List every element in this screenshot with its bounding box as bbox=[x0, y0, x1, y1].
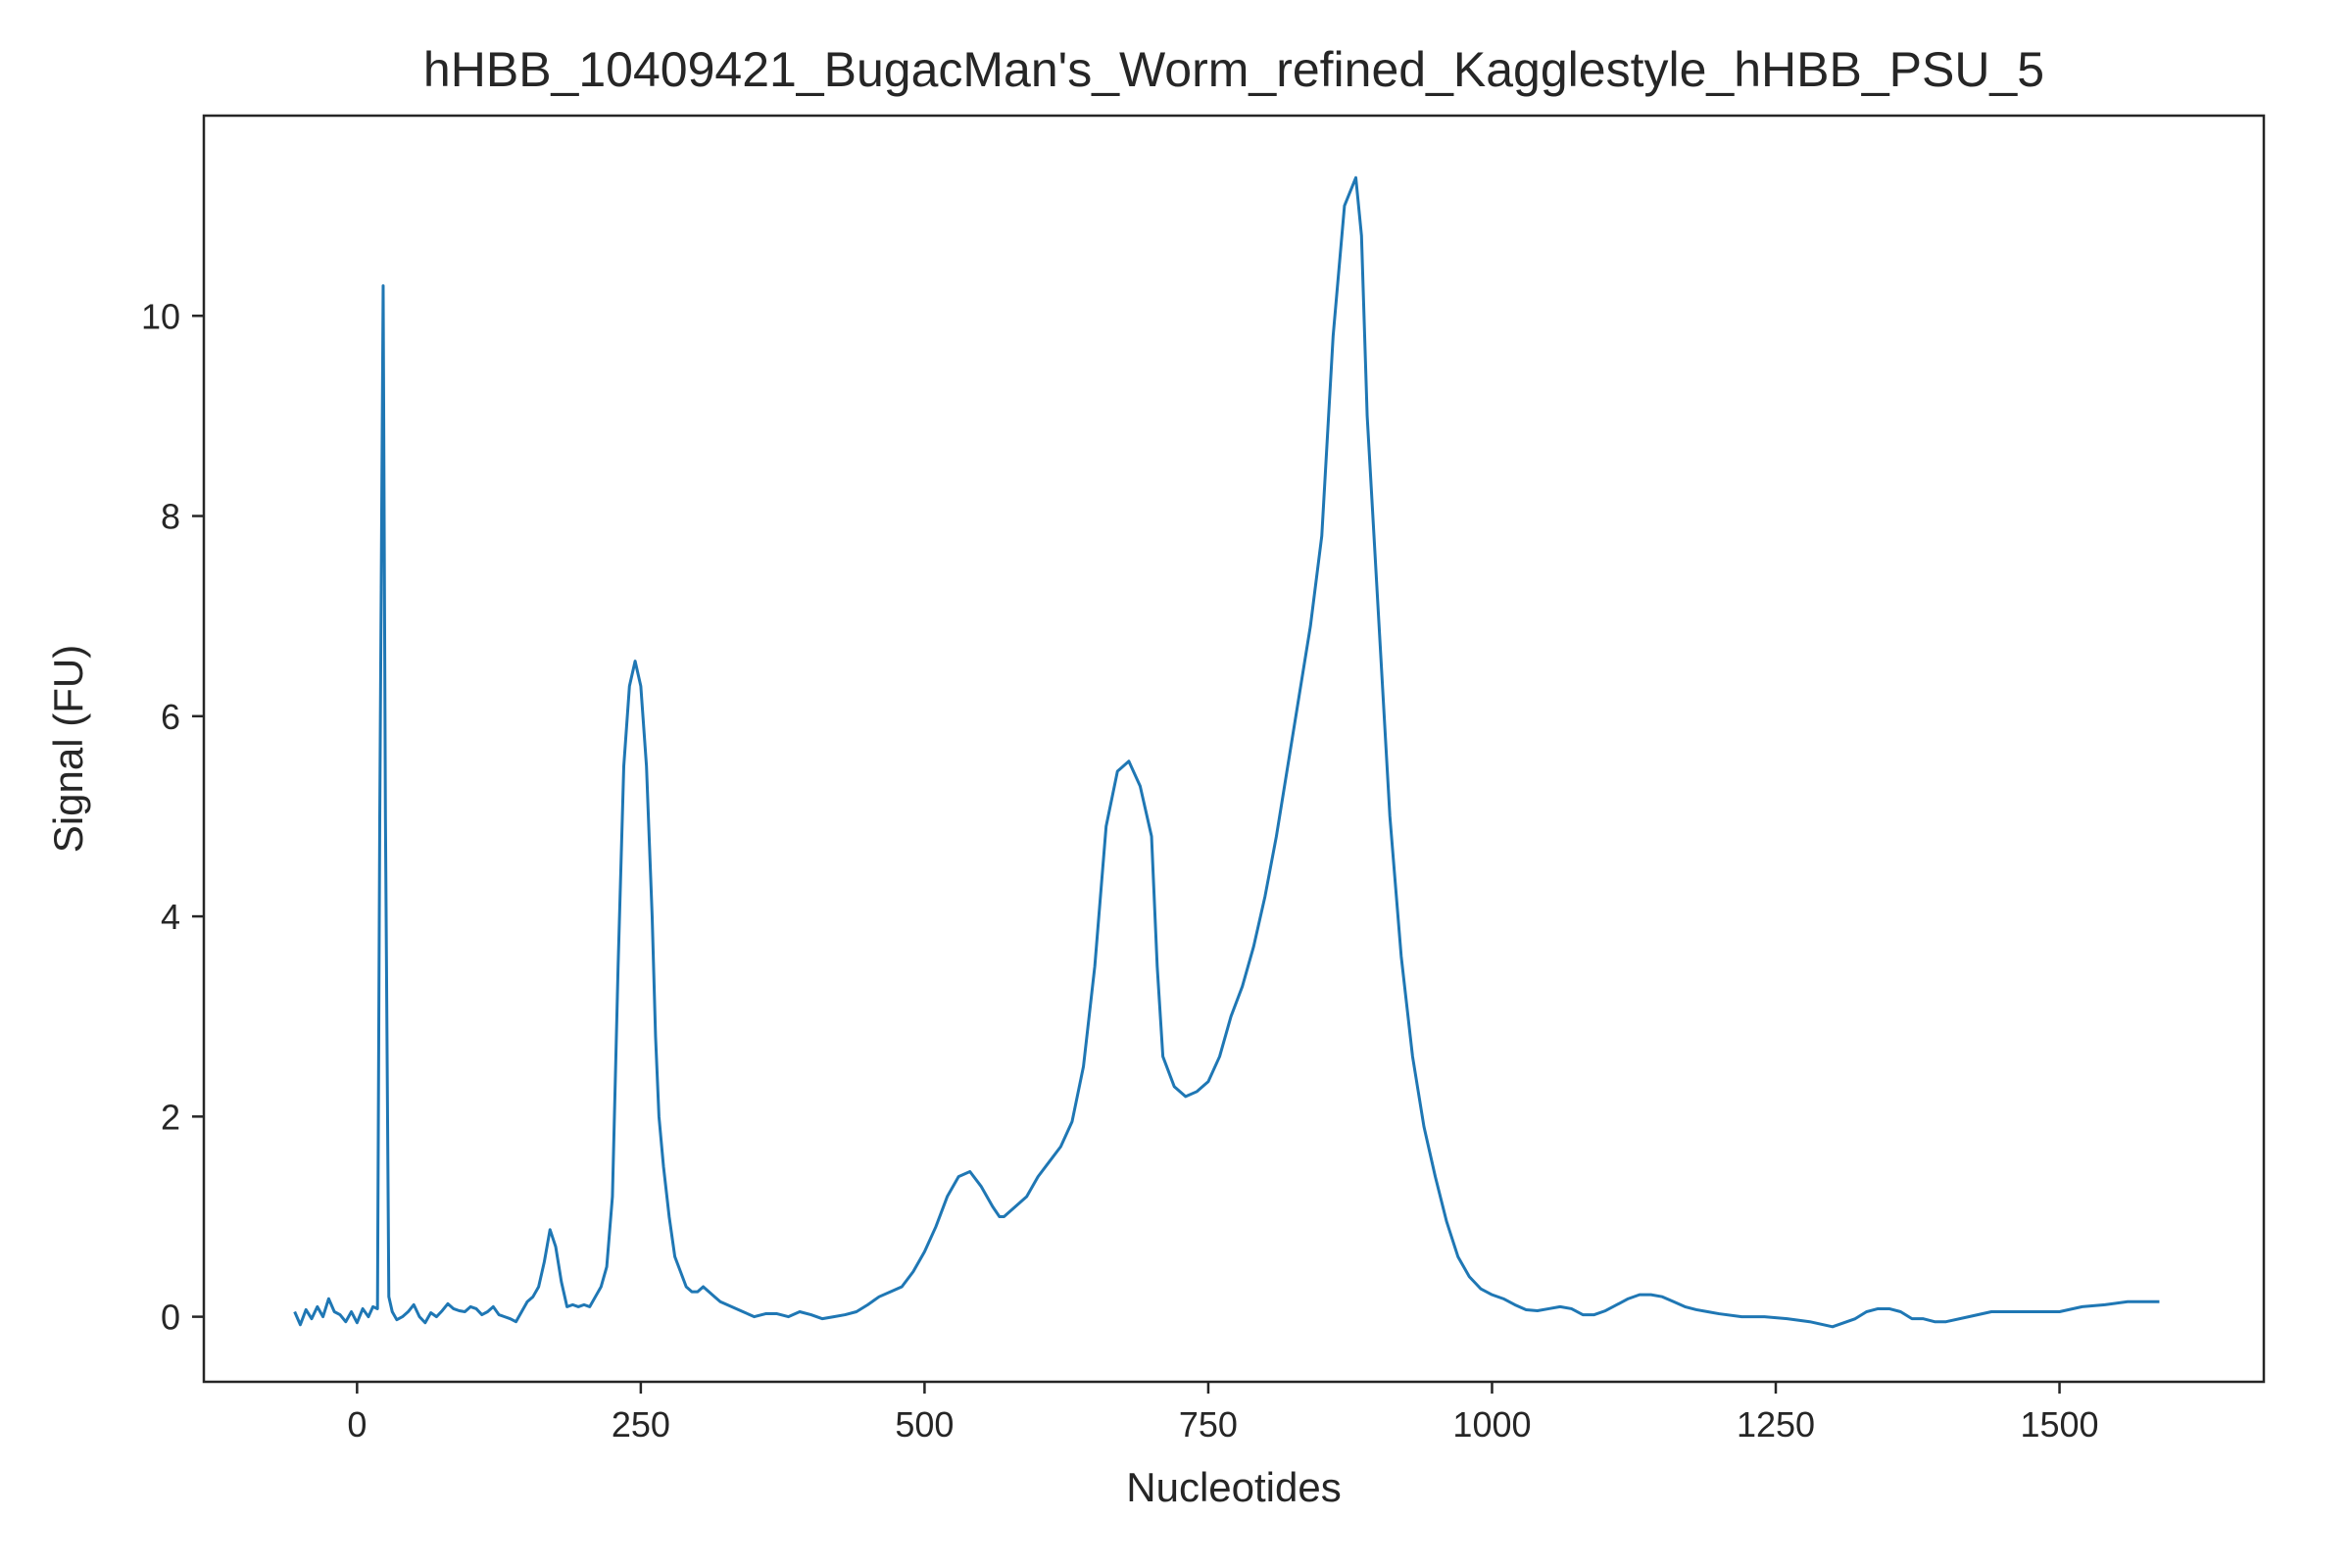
y-tick-label: 6 bbox=[161, 697, 180, 737]
chart-title: hHBB_10409421_BugacMan's_Worm_refined_Ka… bbox=[423, 42, 2044, 97]
x-axis-label: Nucleotides bbox=[1126, 1464, 1341, 1510]
x-tick-label: 250 bbox=[612, 1404, 670, 1445]
x-tick-label: 1250 bbox=[1737, 1404, 1815, 1445]
y-axis: 0 2 4 6 8 10 bbox=[141, 296, 204, 1338]
x-tick-label: 1500 bbox=[2020, 1404, 2098, 1445]
x-axis: 0 250 500 750 1000 1250 1500 bbox=[347, 1382, 2099, 1445]
x-tick-label: 500 bbox=[895, 1404, 954, 1445]
y-tick-label: 0 bbox=[161, 1298, 180, 1338]
x-tick-label: 0 bbox=[347, 1404, 367, 1445]
x-tick-label: 1000 bbox=[1452, 1404, 1531, 1445]
y-axis-label: Signal (FU) bbox=[45, 645, 91, 853]
x-tick-label: 750 bbox=[1179, 1404, 1238, 1445]
series-line bbox=[293, 175, 2160, 1329]
plot-frame bbox=[202, 114, 2266, 1384]
plot-area bbox=[202, 114, 2266, 1384]
y-tick-label: 4 bbox=[161, 897, 180, 937]
y-tick-label: 2 bbox=[161, 1097, 180, 1137]
y-tick-label: 10 bbox=[141, 296, 180, 336]
y-tick-label: 8 bbox=[161, 497, 180, 537]
